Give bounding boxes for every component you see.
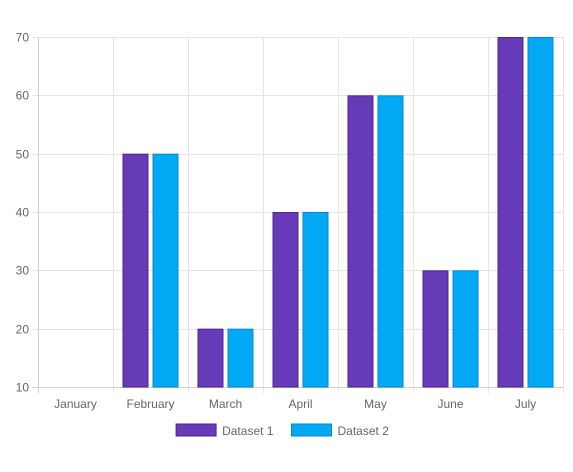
bar-2-february[interactable] (152, 153, 179, 388)
x-tick-label: January (54, 397, 97, 411)
bar-1-march[interactable] (197, 328, 224, 388)
bar-2-june[interactable] (452, 270, 479, 388)
y-tick-label: 50 (16, 148, 30, 162)
x-tick-label: May (364, 397, 387, 411)
legend-label: Dataset 1 (222, 424, 274, 438)
x-tick-label: July (515, 397, 536, 411)
x-tick-label: June (437, 397, 463, 411)
y-tick-label: 30 (16, 264, 30, 278)
bar-1-june[interactable] (422, 270, 449, 388)
bar-1-july[interactable] (497, 37, 524, 388)
bar-2-july[interactable] (527, 37, 554, 388)
bar-1-may[interactable] (347, 95, 374, 388)
bars (122, 37, 554, 388)
bar-2-march[interactable] (227, 328, 254, 388)
y-tick-label: 70 (16, 31, 30, 45)
legend-swatch (175, 423, 217, 437)
legend-item-dataset-1[interactable]: Dataset 1 (175, 423, 274, 438)
y-tick-label: 10 (16, 381, 30, 395)
y-tick-label: 20 (16, 323, 30, 337)
bar-2-may[interactable] (377, 95, 404, 388)
legend-item-dataset-2[interactable]: Dataset 2 (291, 423, 390, 438)
bar-1-april[interactable] (272, 212, 299, 388)
legend: Dataset 1 Dataset 2 (175, 423, 390, 438)
legend-label: Dataset 2 (338, 424, 390, 438)
bar-1-february[interactable] (122, 153, 149, 388)
grid-lines (32, 37, 564, 393)
y-tick-label: 40 (16, 206, 30, 220)
legend-swatch (291, 423, 332, 437)
y-tick-label: 60 (16, 89, 30, 103)
x-tick-label: March (209, 397, 242, 411)
bar-2-april[interactable] (302, 212, 329, 388)
x-tick-label: February (126, 397, 174, 411)
tick-labels: 10 20 30 40 50 60 70 January February March April M… (16, 31, 537, 412)
x-tick-label: April (288, 397, 312, 411)
